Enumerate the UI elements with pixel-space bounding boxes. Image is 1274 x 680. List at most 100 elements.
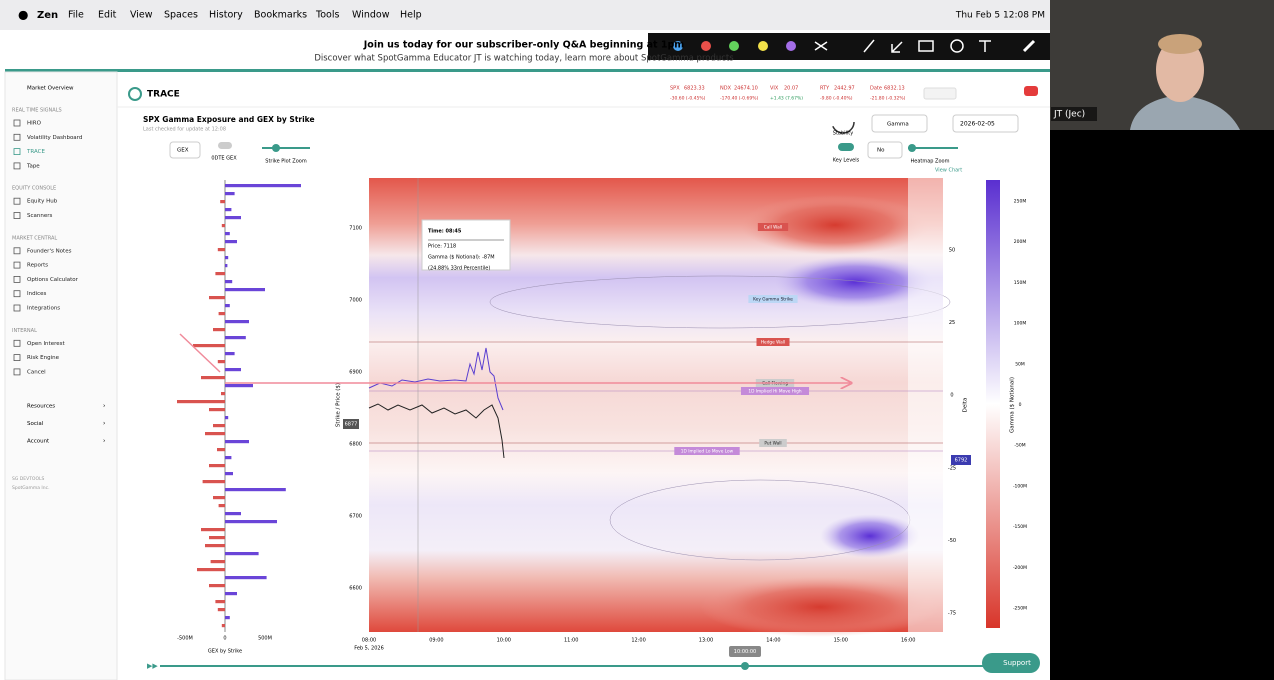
gex-bar — [225, 456, 232, 460]
gex-bar — [209, 408, 225, 412]
nav-section: INTERNAL — [12, 328, 37, 334]
nav-icon — [13, 197, 21, 205]
date-picker[interactable] — [952, 114, 1019, 133]
level-label: 1D Implied Lo Move Low — [681, 449, 734, 455]
gex-bar — [225, 216, 241, 220]
gex-tick-label: 0 — [223, 636, 226, 642]
dte-toggle[interactable] — [218, 142, 232, 149]
view-chart-link[interactable]: View Chart — [935, 168, 962, 174]
right-axis-label: Delta — [963, 398, 969, 413]
nav-item[interactable]: Integrations — [27, 306, 60, 312]
nav-chevron: › — [103, 420, 105, 427]
nav-item[interactable]: Market Overview — [27, 86, 74, 92]
webcam-person — [1130, 34, 1240, 130]
nav-item[interactable]: Indices — [27, 291, 47, 297]
ticker-change: -30.60 (-0.45%) — [670, 96, 706, 102]
webcam-name: JT (Jec) — [1053, 110, 1085, 120]
menu-item[interactable]: Window — [352, 10, 390, 21]
nav-item[interactable]: Tape — [26, 163, 40, 169]
nav-icon — [13, 212, 21, 219]
nav-item[interactable]: Open Interest — [27, 341, 65, 347]
banner-headline[interactable]: Join us today for our subscriber-only Q&… — [363, 40, 685, 51]
nav-item[interactable]: Cancel — [27, 369, 46, 375]
nav-item[interactable]: Founder's Notes — [27, 248, 72, 254]
gex-bar — [225, 320, 249, 324]
tooltip-line: Time: 08:45 — [428, 229, 462, 235]
nav-item[interactable]: Social — [27, 421, 44, 427]
colorbar-tick-label: 150M — [1014, 280, 1027, 286]
heatmap-hotspots — [369, 178, 951, 637]
header-button[interactable] — [923, 87, 957, 100]
gex-bar — [218, 312, 225, 316]
gex-bar — [215, 600, 225, 604]
y-axis-label: Strike / Price ($) — [336, 383, 342, 427]
colorbar-tick-label: -250M — [1013, 606, 1027, 612]
gex-bar — [221, 624, 225, 628]
no-select[interactable] — [867, 141, 903, 159]
notifications[interactable] — [1024, 86, 1038, 96]
nav-item[interactable]: Equity Hub — [27, 199, 58, 205]
nav-item[interactable]: Volatility Dashboard — [27, 135, 82, 141]
heatmap-zoom-thumb[interactable] — [908, 144, 916, 152]
timeline-thumb[interactable] — [741, 662, 749, 670]
menu-item[interactable]: Bookmarks — [254, 10, 307, 21]
gex-select[interactable] — [169, 141, 201, 159]
gex-bar — [220, 200, 225, 204]
gex-bar — [225, 576, 267, 580]
menu-item[interactable]: View — [130, 10, 153, 21]
sidebar — [4, 71, 118, 680]
strike-zoom-thumb[interactable] — [272, 144, 280, 152]
gex-bar — [225, 304, 230, 308]
apple-logo: ● — [18, 8, 28, 22]
menu-item[interactable]: Edit — [98, 10, 117, 21]
menu-item[interactable]: Tools — [315, 10, 339, 21]
playhead-label: 10:00:00 — [734, 649, 756, 655]
ticker-price: 24674.10 — [734, 86, 758, 92]
gex-bar — [221, 224, 225, 228]
play-button[interactable]: ▶▶ — [147, 662, 158, 670]
x-tick-label: 11:00 — [564, 638, 578, 644]
pen-colors[interactable] — [673, 39, 1036, 53]
nav-item[interactable]: Resources — [27, 404, 55, 410]
ticker-symbol: NDX — [720, 86, 732, 92]
tooltip-line: Price: 7118 — [428, 244, 456, 250]
sidebar-footer: SpotGamma Inc. — [12, 485, 50, 491]
annotation-toolbar — [648, 33, 1050, 60]
metric-select[interactable] — [871, 114, 928, 133]
gex-bar — [225, 512, 241, 516]
nav-item[interactable]: HIRO — [27, 121, 42, 127]
gex-bar — [193, 344, 225, 348]
colorbar-tick-label: -150M — [1013, 524, 1027, 530]
gex-bar — [209, 584, 225, 588]
tooltip — [421, 219, 511, 271]
menu-item[interactable]: File — [68, 10, 84, 21]
gex-bar — [213, 328, 225, 332]
gex-bar — [218, 504, 225, 508]
menu-item[interactable]: History — [209, 10, 243, 21]
menu-item[interactable]: Spaces — [164, 10, 198, 21]
colorbar-tick-label: 100M — [1014, 321, 1027, 327]
nav-chevron: › — [103, 438, 105, 445]
app-name[interactable]: Zen — [37, 10, 58, 21]
nav-item[interactable]: Account — [27, 439, 50, 445]
support-button[interactable] — [982, 653, 1040, 673]
nav-item[interactable]: TRACE — [26, 149, 45, 155]
stability-label: Stability — [833, 131, 854, 137]
y-tick-label: 6700 — [349, 514, 362, 520]
gex-bar — [225, 616, 230, 620]
gex-bar — [225, 192, 235, 196]
gex-bar — [225, 280, 233, 284]
gex-bar — [225, 416, 229, 420]
key-levels-toggle[interactable] — [838, 143, 854, 151]
nav-item[interactable]: Options Calculator — [27, 277, 79, 283]
nav-item[interactable]: Reports — [27, 263, 48, 269]
heatmap-zoom-label: Heatmap Zoom — [911, 159, 950, 165]
menu-item[interactable]: Help — [400, 10, 422, 21]
nav-item[interactable]: Scanners — [27, 213, 53, 219]
level-label: Key Gamma Strike — [753, 297, 793, 303]
page-title: TRACE — [147, 90, 180, 100]
price-tag — [343, 419, 359, 429]
sidebar-footer: SG DEVTOOLS — [12, 476, 45, 482]
nav-item[interactable]: Risk Engine — [27, 355, 60, 361]
